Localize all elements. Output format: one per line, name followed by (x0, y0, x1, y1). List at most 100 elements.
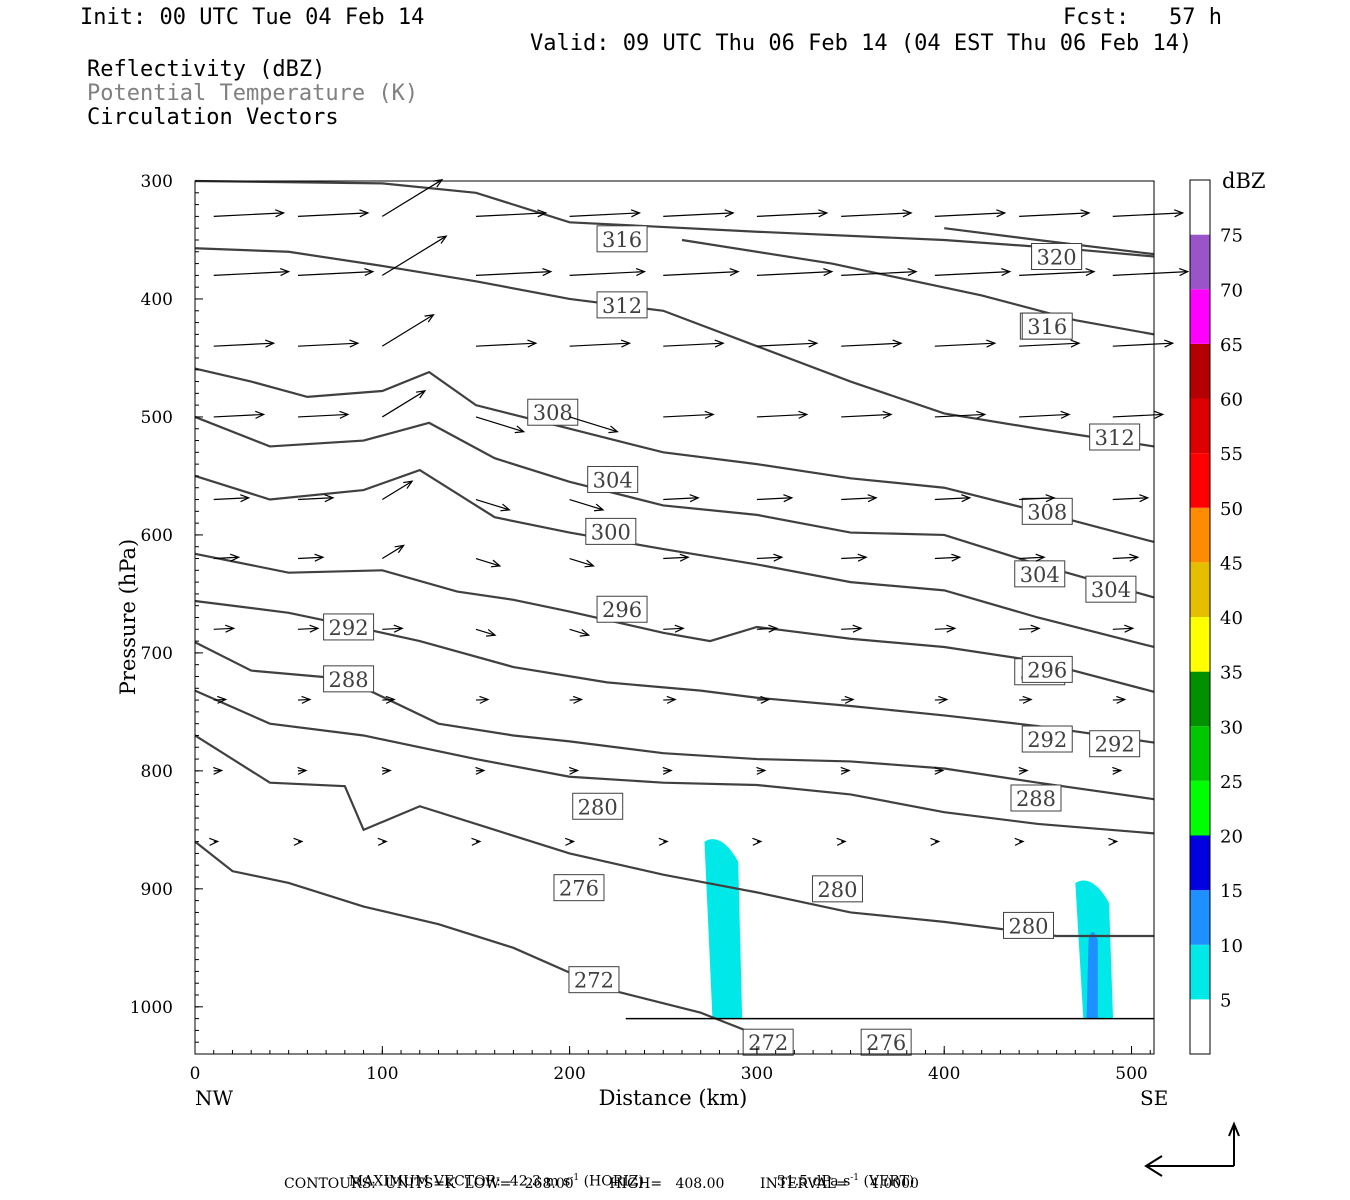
x-axis-label: Distance (km) (599, 1086, 748, 1110)
contour-label-box (742, 1028, 794, 1056)
circulation-vector (1019, 212, 1090, 217)
colorbar-level-label: 10 (1220, 936, 1243, 957)
contour-label: 288 (1016, 787, 1056, 811)
circulation-vector-head (393, 624, 404, 633)
x-tick-label: 200 (553, 1064, 585, 1084)
contour-label: 272 (748, 1031, 788, 1055)
circulation-vector-head (324, 494, 335, 503)
circulation-vector (934, 212, 1005, 217)
circulation-vector-head (568, 766, 580, 775)
circulation-vector (297, 271, 373, 276)
circulation-vector-head (564, 837, 576, 846)
max-vector-vert: 31.5 dPa s-1 (VERT) (776, 1173, 915, 1190)
circulation-vector-head (1129, 553, 1140, 562)
circulation-vector-head (836, 837, 847, 846)
contour-label-box (1010, 784, 1062, 812)
colorbar-segment (1190, 890, 1210, 945)
circulation-vector-head (724, 209, 735, 218)
circulation-vector-head (783, 494, 794, 503)
contour-label-box (1089, 423, 1141, 451)
circulation-vector-head (1014, 837, 1025, 846)
colorbar-segment (1190, 289, 1210, 344)
circulation-vector (934, 413, 985, 418)
circulation-vector (756, 497, 792, 501)
circulation-vector-head (1001, 267, 1012, 277)
x-end-label-right: SE (1140, 1086, 1168, 1110)
circulation-vector (213, 271, 289, 276)
theta-contour-line-12 (194, 840, 777, 1044)
contour-label: 308 (533, 401, 573, 425)
circulation-vector (663, 556, 689, 560)
circulation-vector (841, 271, 917, 276)
circulation-vector (475, 342, 536, 347)
circulation-vector (841, 413, 892, 418)
circulation-vector-head (490, 559, 502, 568)
colorbar-level-label: 25 (1220, 772, 1243, 793)
circulation-vector-head (798, 410, 809, 419)
contour-label: 292 (1027, 728, 1067, 752)
circulation-vector (381, 544, 404, 560)
circulation-vector (1112, 627, 1133, 630)
circulation-vector (569, 557, 594, 567)
circulation-vector-head (424, 313, 435, 323)
colorbar-level-label: 40 (1220, 608, 1243, 629)
circulation-vector-head (217, 695, 228, 704)
contour-label-box (1021, 725, 1073, 753)
circulation-vector-head (729, 267, 740, 277)
circulation-vector-head (264, 339, 276, 348)
plot-area: 3163163203123123123163083083043043043003… (194, 178, 1190, 1056)
vector-key-icon (1144, 1121, 1240, 1177)
circulation-vector-head (946, 624, 957, 633)
circulation-vector-head (635, 267, 647, 277)
contour-label: 280 (578, 795, 618, 819)
colorbar-level-label: 5 (1220, 990, 1231, 1011)
circulation-vector-head (951, 553, 962, 562)
contour-label: 316 (1027, 315, 1067, 339)
contour-label-box (572, 792, 624, 820)
colorbar-level-label: 65 (1220, 335, 1243, 356)
circulation-vector (213, 413, 264, 418)
circulation-vector (1112, 698, 1125, 701)
circulation-vector-head (584, 559, 595, 568)
circulation-vector (213, 698, 226, 701)
circulation-vector-head (976, 410, 987, 419)
colorbar-frame (1189, 179, 1211, 1055)
circulation-vector (475, 628, 496, 636)
colorbar-segment (1190, 234, 1210, 290)
circulation-vector-head (572, 695, 584, 704)
circulation-vector (663, 342, 724, 347)
y-tick-label: 800 (141, 762, 173, 782)
circulation-vector (297, 556, 324, 560)
circulation-vector (1112, 342, 1173, 347)
contour-label: 292 (329, 616, 369, 640)
circulation-vector (934, 497, 970, 501)
circulation-vector (934, 271, 1010, 276)
circulation-vector-head (1018, 766, 1029, 775)
circulation-vector (297, 698, 311, 701)
circulation-vector-head (240, 494, 251, 503)
circulation-vector (213, 342, 274, 347)
circulation-vector (1019, 627, 1040, 630)
contour-label-box (1003, 911, 1055, 939)
field-vectors: Circulation Vectors (87, 105, 339, 130)
circulation-vector (1019, 271, 1095, 276)
max-vector-label: MAXIMUM VECTOR: 42.3 m s-1 (HORIZ) (348, 1173, 644, 1190)
circulation-vector (381, 390, 426, 418)
contour-label: 304 (1020, 563, 1060, 587)
contour-label-box (1021, 655, 1073, 683)
circulation-vector (756, 698, 769, 701)
x-tick-label: 300 (741, 1064, 773, 1084)
circulation-vector-head (768, 624, 779, 633)
circulation-vector (1019, 497, 1055, 501)
circulation-vector (841, 342, 902, 347)
theta-contour-line-7 (194, 552, 1155, 693)
colorbar-segment (1190, 507, 1210, 563)
circulation-vector-head (1035, 553, 1046, 562)
circulation-vector-head (756, 766, 767, 775)
circulation-vector-head (902, 209, 913, 218)
circulation-vector-head (892, 339, 903, 348)
contour-label-box (596, 291, 648, 319)
circulation-vector-head (823, 267, 834, 277)
circulation-vector-head (479, 695, 490, 704)
